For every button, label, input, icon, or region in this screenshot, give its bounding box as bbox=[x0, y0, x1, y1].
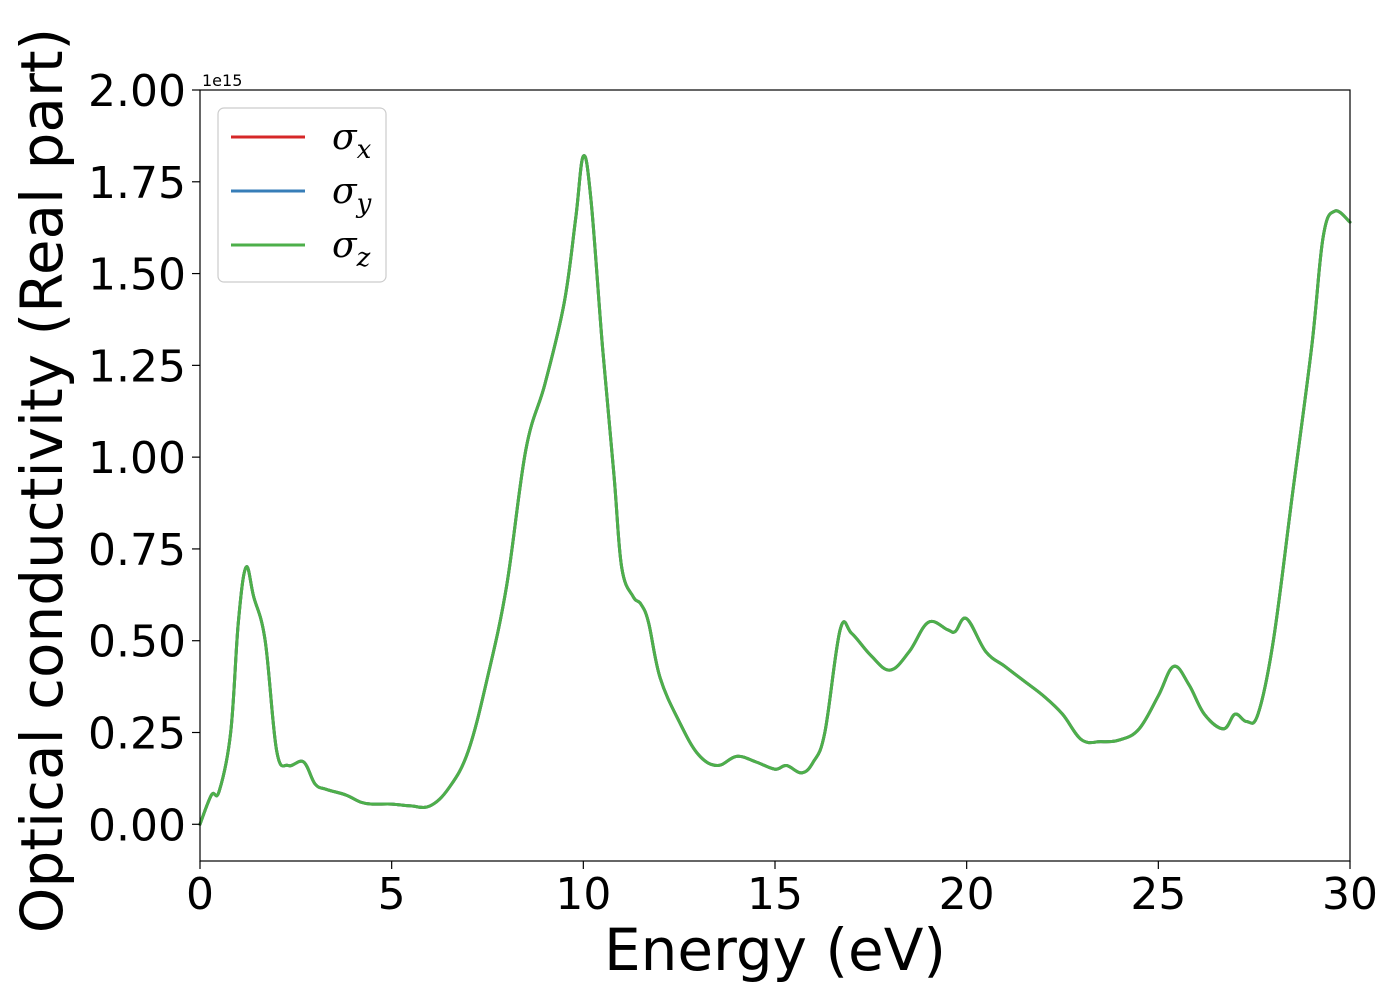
legend-entry: σx bbox=[231, 117, 372, 165]
x-tick-label: 10 bbox=[555, 869, 611, 920]
y-tick-label: 1.75 bbox=[88, 158, 186, 209]
y-tick-label: 0.25 bbox=[88, 709, 186, 760]
series-layer bbox=[198, 154, 1352, 826]
y-axis: 0.00 0.25 0.50 0.75 1.00 1.25 1.50 1.75 2.00 bbox=[88, 66, 200, 851]
legend-label-symbol: σ bbox=[332, 117, 358, 158]
x-axis-title: Energy (eV) bbox=[604, 916, 946, 984]
x-axis: 0 5 10 15 20 25 30 bbox=[186, 861, 1378, 920]
y-tick-label: 0.75 bbox=[88, 525, 186, 576]
legend-entry: σy bbox=[231, 171, 372, 219]
legend-label-symbol: σ bbox=[332, 225, 358, 266]
y-axis-title: Optical conductivity (Real part) bbox=[8, 28, 76, 933]
y-tick-label: 1.00 bbox=[88, 433, 186, 484]
x-tick-label: 0 bbox=[186, 869, 214, 920]
legend-label-subscript: y bbox=[356, 189, 372, 219]
x-tick-label: 5 bbox=[378, 869, 406, 920]
legend-box bbox=[217, 107, 387, 283]
x-tick-label: 15 bbox=[747, 869, 803, 920]
y-offset-text: 1e15 bbox=[202, 71, 242, 90]
legend-label: σy bbox=[332, 171, 372, 219]
legend-label-subscript: z bbox=[356, 243, 371, 273]
x-tick-label: 25 bbox=[1130, 869, 1186, 920]
series-line-z bbox=[198, 154, 1352, 826]
y-tick-label: 2.00 bbox=[88, 66, 186, 117]
x-tick-label: 30 bbox=[1322, 869, 1378, 920]
y-tick-label: 1.25 bbox=[88, 341, 186, 392]
x-tick-label: 20 bbox=[939, 869, 995, 920]
y-tick-label: 0.50 bbox=[88, 617, 186, 668]
legend-entry: σz bbox=[231, 225, 371, 273]
legend-label-subscript: x bbox=[357, 135, 372, 165]
y-tick-label: 1.50 bbox=[88, 250, 186, 301]
legend-label-symbol: σ bbox=[332, 171, 358, 212]
legend-label: σx bbox=[332, 117, 372, 165]
y-tick-label: 0.00 bbox=[88, 800, 186, 851]
legend-label: σz bbox=[332, 225, 371, 273]
